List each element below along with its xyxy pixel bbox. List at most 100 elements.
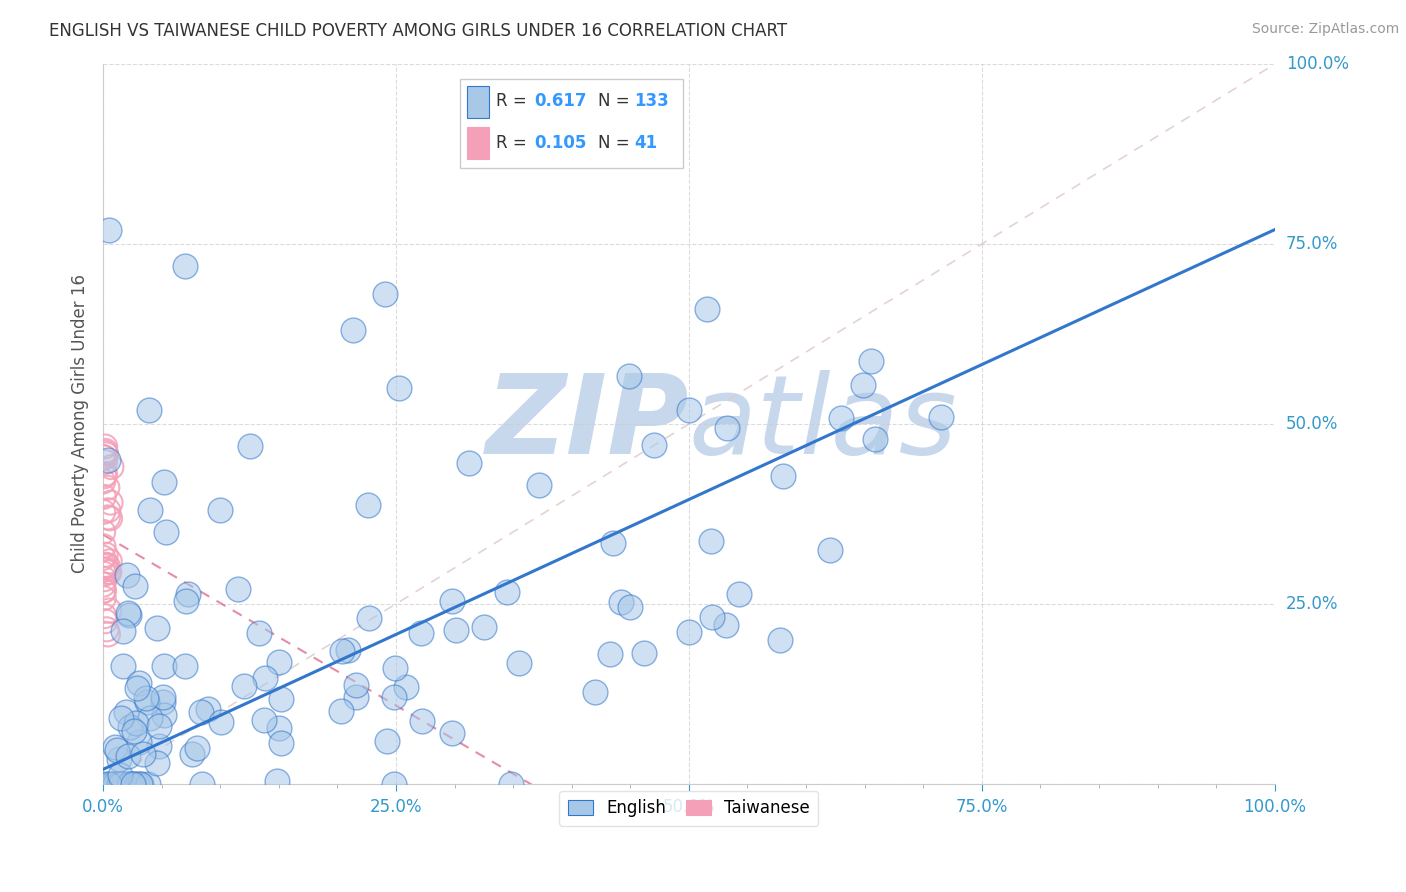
Point <box>152 690 174 705</box>
Point <box>91 505 114 519</box>
Point <box>270 736 292 750</box>
Point <box>177 587 200 601</box>
Point <box>97 510 120 524</box>
Point <box>98 554 121 568</box>
Point <box>115 705 138 719</box>
Point <box>101 777 124 791</box>
Point <box>93 562 115 576</box>
Point <box>110 711 132 725</box>
Point <box>863 433 886 447</box>
Y-axis label: Child Poverty Among Girls Under 16: Child Poverty Among Girls Under 16 <box>72 275 89 574</box>
Point <box>155 524 177 539</box>
Text: 25.0%: 25.0% <box>1286 595 1339 613</box>
Text: 75.0%: 75.0% <box>1286 235 1339 253</box>
Point <box>233 679 256 693</box>
Point <box>94 467 117 482</box>
Point <box>94 777 117 791</box>
Point <box>128 734 150 748</box>
Point <box>93 566 115 581</box>
Point <box>209 715 232 730</box>
Point <box>495 584 517 599</box>
Point <box>117 748 139 763</box>
Point <box>98 511 121 525</box>
Point <box>382 690 405 705</box>
Point <box>377 734 399 748</box>
Point <box>180 747 202 761</box>
Point <box>267 722 290 736</box>
Text: atlas: atlas <box>689 370 957 477</box>
Point <box>94 447 117 461</box>
Point <box>253 714 276 728</box>
Point <box>153 708 176 723</box>
Point <box>96 623 118 637</box>
Point <box>94 559 117 574</box>
Point <box>132 747 155 761</box>
Point <box>98 222 121 236</box>
Point <box>100 495 122 509</box>
Point <box>388 381 411 395</box>
Point <box>108 777 131 791</box>
Point <box>93 609 115 624</box>
Point <box>239 438 262 452</box>
Point <box>118 608 141 623</box>
Point <box>127 777 149 791</box>
Point <box>440 726 463 740</box>
Point <box>129 777 152 791</box>
Point <box>96 558 118 573</box>
Point <box>395 680 418 694</box>
Point <box>190 777 212 791</box>
Point <box>851 378 873 392</box>
Text: Source: ZipAtlas.com: Source: ZipAtlas.com <box>1251 22 1399 37</box>
Point <box>633 646 655 660</box>
Point <box>190 705 212 719</box>
Point <box>716 421 738 435</box>
Point <box>94 562 117 576</box>
Point <box>97 453 120 467</box>
Point <box>330 643 353 657</box>
Point <box>602 536 624 550</box>
Point <box>110 777 132 791</box>
Point <box>117 607 139 621</box>
Point <box>100 460 122 475</box>
Point <box>441 594 464 608</box>
Point <box>118 720 141 734</box>
Point <box>208 503 231 517</box>
Point <box>136 695 159 709</box>
Point <box>122 777 145 791</box>
Point <box>174 593 197 607</box>
Point <box>700 533 723 548</box>
Point <box>94 614 117 628</box>
Point <box>818 543 841 558</box>
Point <box>329 704 352 718</box>
Point <box>186 741 208 756</box>
Point <box>678 625 700 640</box>
Point <box>118 777 141 791</box>
Point <box>97 503 120 517</box>
Point <box>152 695 174 709</box>
Point <box>93 469 115 483</box>
Point <box>247 626 270 640</box>
Point <box>91 550 114 565</box>
Point <box>98 603 121 617</box>
Point <box>97 627 120 641</box>
Point <box>152 475 174 489</box>
Point <box>678 403 700 417</box>
Point <box>197 702 219 716</box>
Point <box>382 777 405 791</box>
Point <box>104 739 127 754</box>
Point <box>769 632 792 647</box>
Point <box>146 621 169 635</box>
Point <box>270 692 292 706</box>
Point <box>97 565 120 579</box>
Point <box>457 456 479 470</box>
Point <box>94 446 117 460</box>
Text: ZIP: ZIP <box>485 370 689 477</box>
Text: 100.0%: 100.0% <box>1286 55 1348 73</box>
Point <box>111 658 134 673</box>
Point <box>508 657 530 671</box>
Point <box>125 716 148 731</box>
Point <box>772 468 794 483</box>
Point <box>108 768 131 782</box>
Point <box>139 503 162 517</box>
Point <box>148 739 170 753</box>
